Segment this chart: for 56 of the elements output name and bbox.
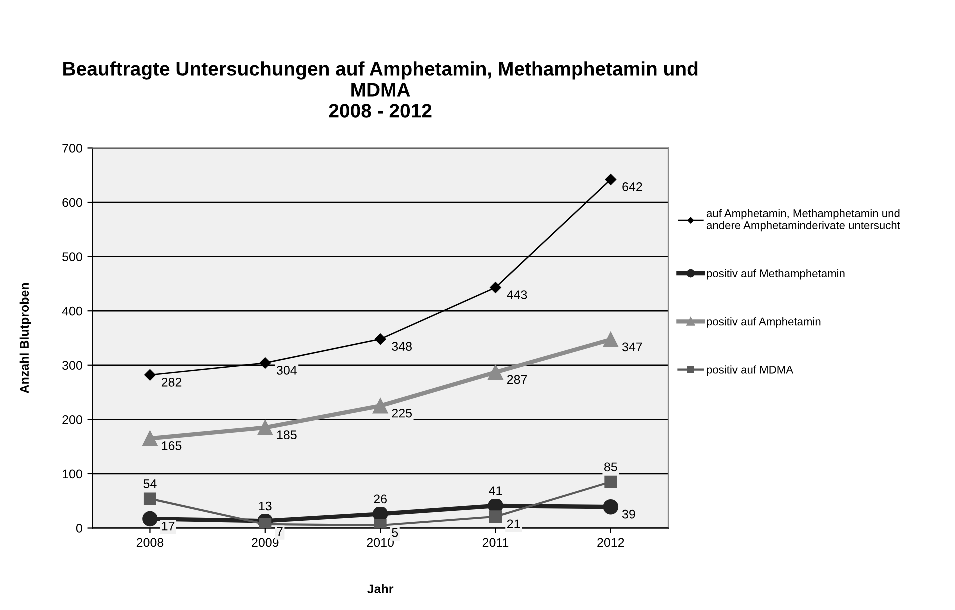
data-label: 41: [489, 486, 502, 496]
point: [605, 174, 617, 186]
point: [490, 282, 502, 294]
y-tick-label: 300: [62, 361, 82, 370]
point: [603, 332, 619, 348]
data-label: 347: [622, 342, 642, 352]
y-tick-label: 100: [63, 470, 82, 479]
legend-label: positiv auf Methamphetamin: [707, 269, 845, 280]
chart-title: Beauftragte Untersuchungen auf Amphetamin, Methamphetamin und MDMA 2008 - 2012: [64, 62, 698, 118]
point: [144, 370, 156, 381]
legend-label: auf Amphetamin, Methamphetamin und andere Amphetaminderivate untersucht: [706, 209, 900, 232]
x-tick-label: 2012: [598, 538, 624, 548]
point: [372, 398, 388, 414]
y-tick-label: 0: [76, 524, 82, 533]
y-tick-label: 500: [62, 252, 82, 262]
point: [142, 511, 158, 527]
point: [488, 364, 504, 380]
data-label: 348: [392, 342, 412, 352]
data-label: 85: [604, 462, 618, 472]
point: [374, 334, 386, 345]
data-label: 13: [259, 502, 272, 511]
point: [259, 518, 272, 528]
data-label: 282: [162, 378, 182, 387]
data-label: 225: [392, 408, 412, 418]
point: [489, 510, 502, 524]
data-label: 7: [277, 527, 283, 536]
data-label: 165: [162, 442, 182, 450]
x-tick-label: 2008: [136, 538, 164, 548]
data-label: 287: [507, 375, 528, 384]
y-tick-label: 200: [62, 415, 82, 424]
data-label: 54: [144, 480, 157, 488]
x-axis-title: Jahr: [368, 584, 394, 594]
point: [260, 358, 271, 369]
point: [604, 476, 618, 488]
x-tick-label: 2011: [482, 538, 509, 548]
data-label: 17: [162, 522, 175, 531]
point: [603, 499, 619, 515]
data-label: 304: [276, 366, 297, 375]
data-label: 642: [622, 182, 642, 192]
data-label: 5: [392, 528, 398, 538]
legend-label: positiv auf Amphetamin: [707, 318, 821, 328]
point: [258, 420, 274, 436]
data-label: 443: [507, 290, 528, 300]
point: [144, 492, 156, 506]
y-tick-label: 400: [62, 306, 82, 316]
point: [142, 431, 158, 446]
data-label: 39: [622, 510, 636, 519]
x-tick-label: 2010: [367, 538, 394, 548]
x-tick-label: 2009: [252, 538, 279, 548]
y-tick-label: 600: [62, 198, 82, 208]
data-label: 21: [507, 520, 520, 528]
y-tick-label: 700: [62, 144, 82, 153]
data-label: 185: [277, 430, 297, 440]
data-label: 26: [374, 494, 387, 504]
legend-label: positiv auf MDMA: [707, 366, 794, 376]
y-axis-title: Anzahl Blutproben: [20, 283, 32, 394]
